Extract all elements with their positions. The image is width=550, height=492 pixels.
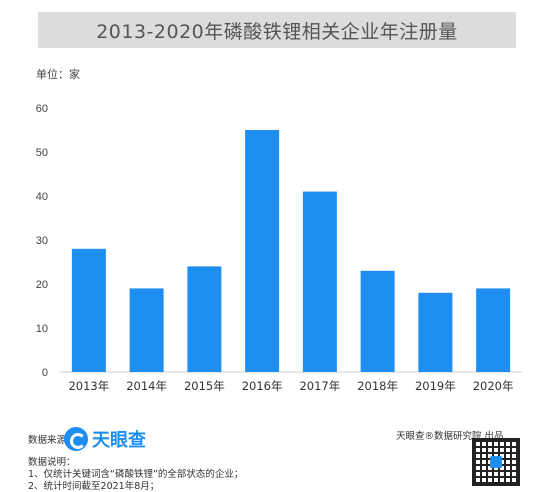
source-label: 数据来源：: [28, 435, 76, 446]
y-tick-label: 10: [36, 323, 48, 335]
unit-label: 单位：家: [36, 68, 80, 81]
bar-2019年: [418, 292, 453, 372]
logo-icon: [64, 427, 88, 451]
bar-2014年: [129, 288, 164, 372]
bar-2020年: [476, 288, 511, 372]
y-tick-label: 30: [36, 235, 48, 247]
x-tick-label: 2013年: [68, 379, 109, 393]
bar-2015年: [187, 266, 222, 372]
x-tick-label: 2020年: [473, 379, 514, 393]
tianyancha-logo: 天眼查: [64, 426, 146, 452]
bar-2013年: [71, 248, 106, 372]
bar-2016年: [245, 130, 280, 372]
y-tick-label: 0: [42, 367, 48, 379]
x-tick-label: 2018年: [357, 379, 398, 393]
x-tick-label: 2016年: [242, 379, 283, 393]
credit-text: 天眼查®数据研究院 出品: [396, 431, 504, 442]
x-tick-label: 2019年: [415, 379, 456, 393]
bar-2018年: [360, 270, 395, 372]
x-tick-label: 2017年: [299, 379, 340, 393]
bar-chart: 0 10 20 30 40 50 60 2013年 2014年 2015年 2016年 2017年 20…: [36, 103, 522, 393]
note-2: 2、统计时间截至2021年8月；: [28, 481, 160, 492]
x-tick-label: 2015年: [184, 379, 225, 393]
chart-title: 2013-2020年磷酸铁锂相关企业年注册量: [96, 20, 458, 43]
x-tick-label: 2014年: [126, 379, 167, 393]
bar-2017年: [302, 191, 337, 372]
qr-code[interactable]: [472, 438, 520, 486]
notes-title: 数据说明：: [28, 457, 76, 468]
y-tick-label: 40: [36, 191, 48, 203]
y-tick-label: 60: [36, 103, 48, 115]
logo-text: 天眼查: [92, 430, 146, 451]
y-tick-label: 50: [36, 147, 48, 159]
y-tick-label: 20: [36, 279, 48, 291]
title-bar: 2013-2020年磷酸铁锂相关企业年注册量: [38, 12, 516, 48]
note-1: 1、仅统计关键词含“磷酸铁锂”的全部状态的企业；: [28, 469, 244, 480]
